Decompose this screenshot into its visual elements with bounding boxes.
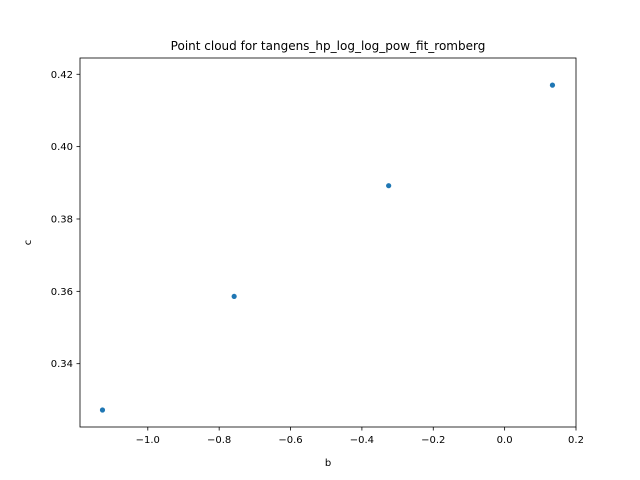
x-tick-label: 0.0	[497, 435, 513, 446]
x-tick-label: −1.0	[136, 435, 160, 446]
x-tick-label: −0.4	[350, 435, 374, 446]
data-point	[549, 82, 556, 88]
x-tick-label: 0.2	[568, 435, 584, 446]
axes-frame	[79, 57, 577, 428]
data-point	[231, 293, 237, 300]
data-point	[99, 407, 106, 413]
y-axis-label: c	[23, 240, 34, 246]
y-tick-label: 0.40	[51, 142, 73, 153]
y-tick-label: 0.34	[51, 359, 73, 370]
data-point	[386, 183, 392, 189]
x-axis-label: b	[325, 458, 331, 469]
y-tick-label: 0.36	[51, 287, 73, 298]
y-tick-label: 0.38	[51, 214, 73, 225]
chart-title: Point cloud for tangens_hp_log_log_pow_f…	[171, 39, 486, 53]
y-tick-label: 0.42	[51, 70, 73, 81]
plot-area	[99, 82, 556, 413]
x-tick-label: −0.2	[421, 435, 445, 446]
x-tick-label: −0.6	[278, 435, 302, 446]
x-tick-label: −0.8	[207, 435, 231, 446]
